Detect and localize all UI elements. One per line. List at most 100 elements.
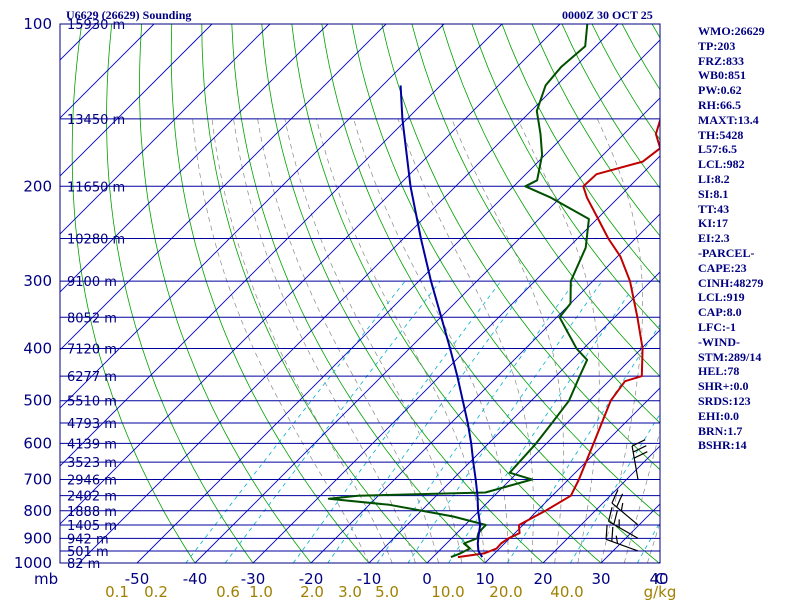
dewpoint-line <box>327 24 590 559</box>
mixing-ratio-label: 0.1 <box>105 583 129 600</box>
isotherm <box>60 24 155 119</box>
stat-item: FRZ:833 <box>698 53 744 68</box>
wind-barb <box>607 507 639 539</box>
isotherm <box>60 24 329 293</box>
height-label: 13450 m <box>67 113 125 128</box>
height-label: 2402 m <box>67 490 117 505</box>
moist-adiabat <box>257 118 439 563</box>
isotherm <box>194 97 660 563</box>
stats-panel: WMO:26629 TP:203 FRZ:833 WB0:851 PW:0.62 RH:6… <box>698 24 798 453</box>
dry-adiabat <box>106 24 254 563</box>
stat-item: -PARCEL- <box>698 245 755 260</box>
parcel-line <box>399 85 484 558</box>
stat-item: KI:17 <box>698 216 728 231</box>
moist-adiabat <box>623 429 660 563</box>
mixing-ratio-label: 1.0 <box>249 583 273 600</box>
pressure-label: 400 <box>23 340 52 358</box>
isotherm <box>136 39 660 563</box>
stat-item: LCL:982 <box>698 157 745 172</box>
isotherm <box>310 213 660 563</box>
stat-item: PW:0.62 <box>698 83 742 98</box>
height-label: 1405 m <box>67 519 117 534</box>
mixing-ratio-label: 20.0 <box>489 583 522 600</box>
height-label: 11650 m <box>67 180 125 195</box>
height-label: 2946 m <box>67 474 117 489</box>
stat-item: SHR+:0.0 <box>698 379 749 394</box>
station-title: U6629 (26629) Sounding <box>66 8 192 22</box>
moist-adiabat <box>451 118 564 563</box>
stat-item: MAXT:13.4 <box>698 112 759 127</box>
moist-adiabat <box>397 118 534 563</box>
moist-adiabat <box>596 118 643 563</box>
wind-barb <box>631 439 648 480</box>
stat-item: TP:203 <box>698 38 736 53</box>
isotherm <box>484 387 660 563</box>
stat-item: CAP:8.0 <box>698 305 742 320</box>
stat-item: CAPE:23 <box>698 260 747 275</box>
temperature-tick-label: -50 <box>125 570 150 588</box>
height-label: 1888 m <box>67 505 117 520</box>
height-label: 7120 m <box>67 343 117 358</box>
height-label: 15930 m <box>67 18 125 33</box>
height-label: 501 m <box>67 545 109 560</box>
stat-item: L57:6.5 <box>698 142 737 157</box>
dry-adiabat <box>321 24 660 563</box>
mixing-ratio-line <box>292 280 502 563</box>
stat-item: HEL:78 <box>698 364 740 379</box>
height-label: 5510 m <box>67 395 117 410</box>
stat-item: CINH:48279 <box>698 275 764 290</box>
moist-adiabat <box>517 118 600 563</box>
temperature-tick-label: -40 <box>183 570 208 588</box>
height-label: 10280 m <box>67 232 125 247</box>
height-label: 82 m <box>67 557 100 572</box>
stat-item: TH:5428 <box>698 127 744 142</box>
height-label: 3523 m <box>67 456 117 471</box>
plot-frame <box>59 23 661 564</box>
height-label: 4793 m <box>67 417 117 432</box>
mixing-ratio-line <box>407 280 603 563</box>
mixing-ratio-label: g/kg <box>644 583 677 600</box>
moist-adiabat <box>647 521 660 563</box>
stat-item: BRN:1.7 <box>698 423 743 438</box>
stat-item: -WIND- <box>698 334 740 349</box>
wind-barb <box>611 489 639 526</box>
moist-adiabat <box>233 118 416 563</box>
height-label: 4139 m <box>67 437 117 452</box>
stat-item: STM:289/14 <box>698 349 762 364</box>
mixing-ratio-line <box>637 521 660 563</box>
temperature-tick-label: 0 <box>422 570 432 588</box>
stat-item: EI:2.3 <box>698 231 730 246</box>
mixing-ratio-line <box>507 323 660 563</box>
mixing-ratio-line <box>224 280 441 563</box>
mixing-ratio-label: 0.6 <box>216 583 240 600</box>
height-label: 942 m <box>67 532 109 547</box>
isotherm <box>60 24 445 409</box>
isotherm <box>60 24 561 525</box>
wind-barb <box>605 524 639 552</box>
temperature-tick-label: -30 <box>241 570 266 588</box>
height-label: 9100 m <box>67 275 117 290</box>
height-label: 6277 m <box>67 370 117 385</box>
isotherm <box>60 24 271 235</box>
temperature-line <box>457 117 660 559</box>
stat-item: RH:66.5 <box>698 97 741 112</box>
dry-adiabat <box>201 24 428 563</box>
moist-adiabat <box>192 118 370 563</box>
temperature-tick-label: -20 <box>299 570 324 588</box>
isotherm <box>542 445 660 563</box>
isotherm <box>60 24 503 467</box>
mixing-ratio-label: 0.2 <box>144 583 168 600</box>
mixing-ratio-label: 10.0 <box>431 583 464 600</box>
mixing-ratio-label: 5.0 <box>375 583 399 600</box>
isotherm <box>60 24 387 351</box>
mixing-ratio-line <box>327 280 532 563</box>
mixing-ratio-label: 3.0 <box>338 583 362 600</box>
stat-item: LI:8.2 <box>698 171 730 186</box>
pressure-label: 1000 <box>14 554 52 572</box>
stat-item: TT:43 <box>698 201 730 216</box>
temperature-tick-label: 30 <box>591 570 610 588</box>
celsius-unit-label: C <box>655 570 665 588</box>
pressure-label: 100 <box>23 15 52 33</box>
isotherm <box>368 271 660 563</box>
